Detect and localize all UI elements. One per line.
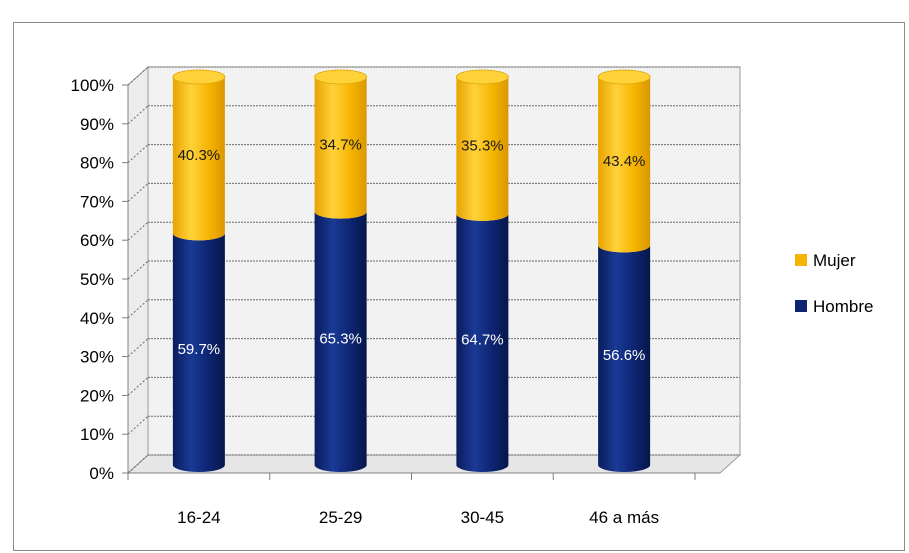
y-tick-label: 60% <box>80 231 114 250</box>
legend-swatch <box>795 254 807 266</box>
bar-mujer <box>456 77 509 221</box>
data-labels: 59.7% 40.3% 65.3% 34.7% 64.7% 35.3% 56.6% 43.4% <box>178 136 646 364</box>
bar-top-cap <box>172 69 226 85</box>
gridline-depth <box>127 66 149 86</box>
x-tick-label: 46 a más <box>589 508 659 527</box>
legend-label: Mujer <box>813 251 856 270</box>
bar-mujer <box>598 77 651 253</box>
data-label-hombre: 65.3% <box>319 330 362 347</box>
bar-hombre <box>172 233 225 472</box>
bar-top-cap <box>314 69 368 85</box>
y-tick-label: 50% <box>80 270 114 289</box>
bar-top-cap <box>455 69 509 85</box>
gridline-depth <box>127 260 149 280</box>
bar-stack <box>455 69 509 473</box>
legend-swatch <box>795 300 807 312</box>
x-axis: 16-24 25-29 30-45 46 a más <box>127 472 720 527</box>
y-tick-label: 80% <box>80 154 114 173</box>
y-tick-label: 70% <box>80 192 114 211</box>
data-label-hombre: 56.6% <box>603 347 646 364</box>
data-label-mujer: 34.7% <box>319 136 362 153</box>
gridline-depth <box>127 415 149 435</box>
legend: Mujer Hombre <box>795 251 873 316</box>
bar-hombre <box>314 211 367 473</box>
x-tick-label: 16-24 <box>177 508 220 527</box>
data-label-mujer: 40.3% <box>178 147 221 164</box>
bar-hombre <box>598 245 651 472</box>
bar-hombre <box>456 213 509 473</box>
bar-stack <box>597 69 651 472</box>
y-tick-label: 30% <box>80 348 114 367</box>
gridline-depth <box>127 221 149 241</box>
y-tick-label: 20% <box>80 386 114 405</box>
gridline-depth <box>127 377 149 396</box>
y-tick-label: 40% <box>80 309 114 328</box>
data-label-hombre: 64.7% <box>461 331 504 348</box>
bar-stack <box>314 69 368 473</box>
bars <box>172 69 651 473</box>
gridline-depth <box>127 454 149 474</box>
bar-mujer <box>314 77 367 219</box>
bar-stack <box>172 69 226 472</box>
y-axis: 0% 10% 20% 30% 40% 50% 60% 70% 80% 90% 100% <box>71 76 129 483</box>
bar-mujer <box>172 77 225 241</box>
legend-label: Hombre <box>813 297 873 316</box>
y-tick-label: 0% <box>89 464 114 483</box>
y-tick-label: 10% <box>80 425 114 444</box>
y-tick-label: 100% <box>71 76 114 95</box>
bar-top-cap <box>597 69 651 85</box>
data-label-mujer: 43.4% <box>603 153 646 170</box>
gridline-depth <box>127 299 149 319</box>
x-tick-label: 30-45 <box>461 508 504 527</box>
y-tick-label: 90% <box>80 115 114 134</box>
data-label-mujer: 35.3% <box>461 137 504 154</box>
gridline-depth <box>127 144 149 163</box>
gridline-depth <box>127 105 149 125</box>
x-tick-label: 25-29 <box>319 508 362 527</box>
gridline-depth <box>127 338 149 357</box>
gridline-depth <box>127 183 149 202</box>
data-label-hombre: 59.7% <box>178 341 221 358</box>
